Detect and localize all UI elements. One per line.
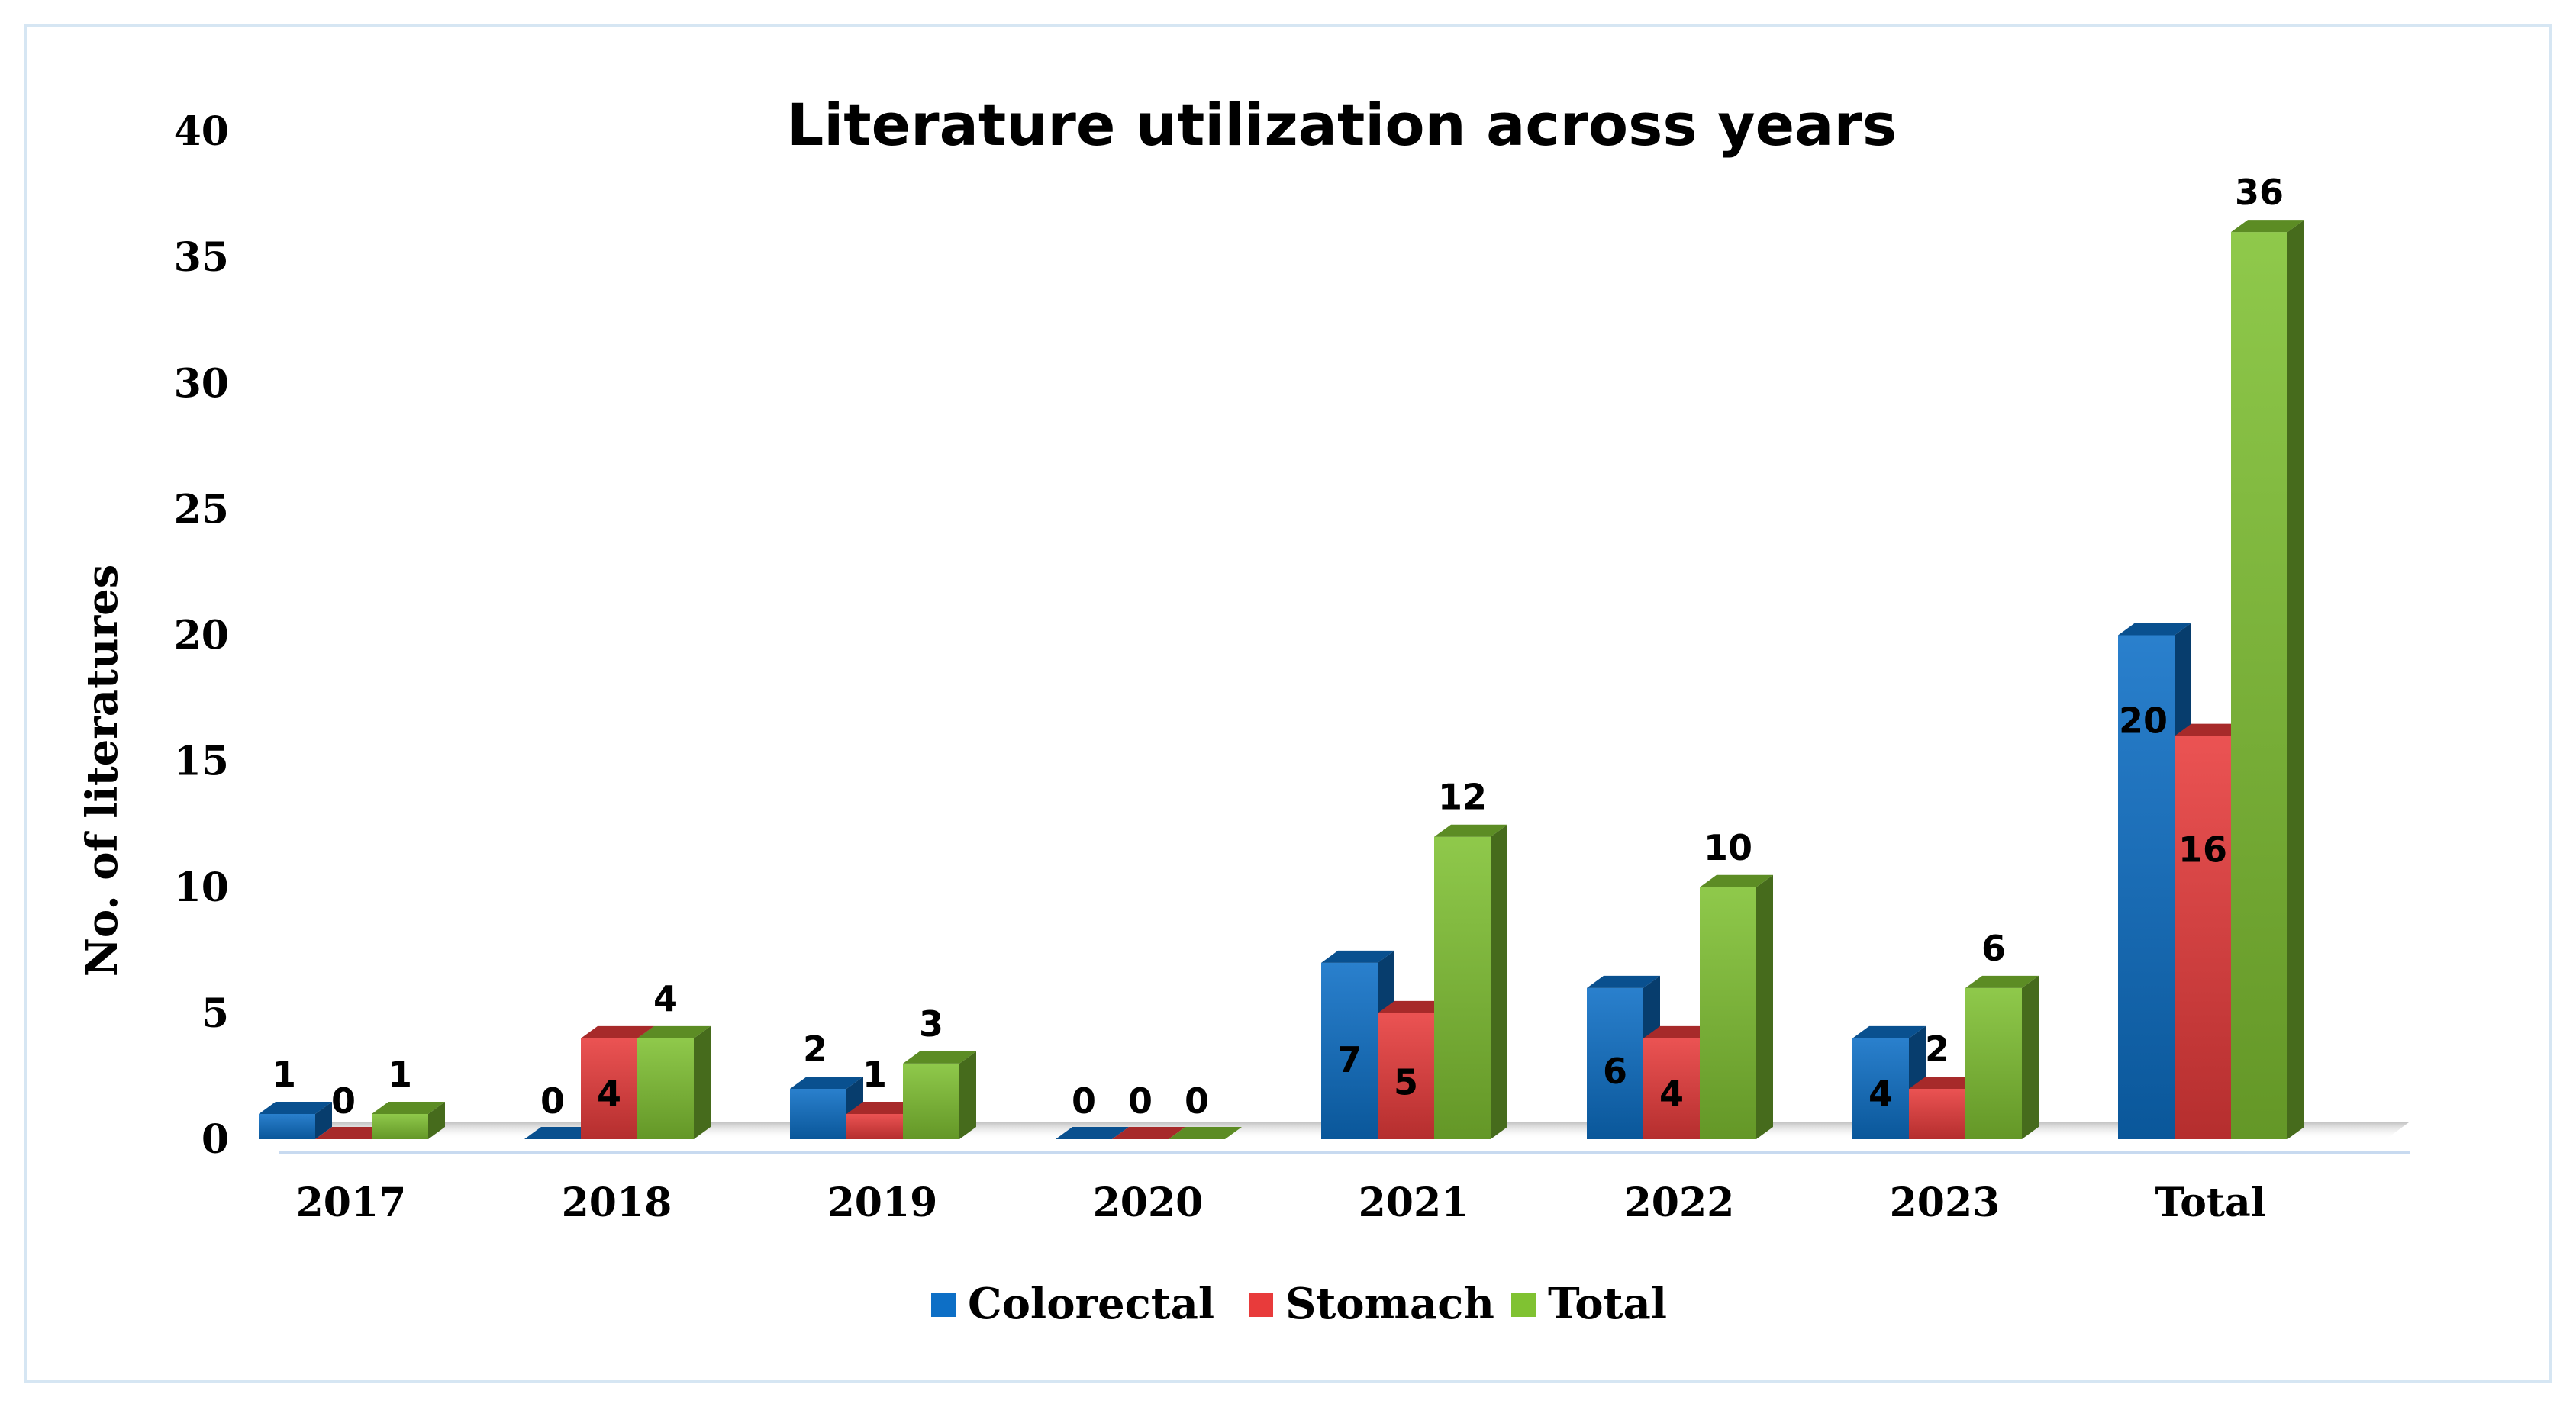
y-tick-label: 15 bbox=[174, 739, 229, 785]
data-label-stomach-2021: 5 bbox=[1394, 1062, 1418, 1103]
bar-total-2017 bbox=[372, 1101, 445, 1139]
data-label-total-total: 36 bbox=[2235, 172, 2284, 213]
x-tick-label: 2018 bbox=[562, 1180, 672, 1226]
data-label-colorectal-2022: 6 bbox=[1603, 1051, 1627, 1092]
x-tick-label: 2021 bbox=[1359, 1180, 1469, 1226]
legend-label-total: Total bbox=[1548, 1279, 1667, 1329]
bar-stomach-2017 bbox=[315, 1127, 388, 1139]
data-label-stomach-2017: 0 bbox=[331, 1080, 356, 1122]
data-label-stomach-2022: 4 bbox=[1659, 1074, 1684, 1115]
data-label-total-2022: 10 bbox=[1704, 827, 1752, 868]
bar-total-2019 bbox=[903, 1051, 976, 1139]
bar-colorectal-2018 bbox=[524, 1127, 598, 1139]
bar-total-total bbox=[2231, 220, 2304, 1140]
data-label-stomach-2018: 4 bbox=[597, 1074, 621, 1115]
bar-colorectal-2017 bbox=[259, 1101, 332, 1139]
bar-stomach-2020 bbox=[1112, 1127, 1185, 1139]
y-tick-label: 5 bbox=[202, 990, 229, 1037]
bar-total-2023 bbox=[1965, 975, 2039, 1139]
data-label-stomach-total: 16 bbox=[2178, 829, 2227, 871]
data-label-colorectal-2018: 0 bbox=[540, 1080, 565, 1122]
data-label-colorectal-total: 20 bbox=[2119, 700, 2168, 742]
legend-swatch-total bbox=[1511, 1293, 1536, 1317]
data-label-total-2017: 1 bbox=[388, 1054, 412, 1095]
x-tick-label: 2017 bbox=[296, 1180, 407, 1226]
data-label-total-2019: 3 bbox=[919, 1003, 943, 1045]
x-tick-label: 2019 bbox=[827, 1180, 938, 1226]
y-axis-ticks: 0 5 10 15 20 25 30 35 40 bbox=[174, 108, 229, 1163]
y-tick-label: 35 bbox=[174, 234, 229, 281]
data-label-stomach-2023: 2 bbox=[1925, 1029, 1949, 1070]
x-tick-label: Total bbox=[2155, 1180, 2266, 1226]
data-label-colorectal-2021: 7 bbox=[1337, 1039, 1362, 1080]
chart-title: Literature utilization across years bbox=[787, 91, 1897, 159]
legend-label-stomach: Stomach bbox=[1285, 1279, 1494, 1329]
data-label-total-2023: 6 bbox=[1981, 928, 2006, 969]
y-tick-label: 20 bbox=[174, 613, 229, 659]
x-tick-label: 2020 bbox=[1093, 1180, 1204, 1226]
data-label-stomach-2020: 0 bbox=[1128, 1080, 1153, 1122]
y-tick-label: 0 bbox=[202, 1116, 229, 1163]
y-tick-label: 25 bbox=[174, 486, 229, 533]
y-axis-label: No. of literatures bbox=[77, 565, 127, 977]
legend-swatch-stomach bbox=[1249, 1293, 1273, 1317]
bar-stomach-2023 bbox=[1909, 1076, 1982, 1139]
data-label-total-2018: 4 bbox=[653, 978, 678, 1019]
data-label-colorectal-2020: 0 bbox=[1072, 1080, 1096, 1122]
x-tick-label: 2023 bbox=[1890, 1180, 2001, 1226]
data-label-colorectal-2019: 2 bbox=[803, 1029, 827, 1070]
bar-total-2022 bbox=[1700, 874, 1773, 1139]
x-axis-ticks: 2017 2018 2019 2020 2021 2022 2023 Total bbox=[296, 1180, 2266, 1226]
bar-total-2021 bbox=[1434, 824, 1507, 1139]
data-label-colorectal-2023: 4 bbox=[1868, 1074, 1893, 1115]
bar-total-2020 bbox=[1169, 1127, 1242, 1139]
bars bbox=[259, 220, 2304, 1140]
y-tick-label: 40 bbox=[174, 108, 229, 155]
x-tick-label: 2022 bbox=[1624, 1180, 1735, 1226]
bar-total-2018 bbox=[637, 1025, 711, 1139]
legend-swatch-colorectal bbox=[931, 1293, 956, 1317]
data-label-stomach-2019: 1 bbox=[862, 1054, 887, 1095]
legend-label-colorectal: Colorectal bbox=[968, 1279, 1214, 1329]
data-label-total-2021: 12 bbox=[1438, 777, 1487, 818]
y-tick-label: 10 bbox=[174, 864, 229, 911]
legend: Colorectal Stomach Total bbox=[931, 1279, 1667, 1329]
data-label-colorectal-2017: 1 bbox=[272, 1054, 296, 1095]
data-label-total-2020: 0 bbox=[1185, 1080, 1209, 1122]
y-tick-label: 30 bbox=[174, 360, 229, 407]
bar-colorectal-2020 bbox=[1056, 1127, 1129, 1139]
